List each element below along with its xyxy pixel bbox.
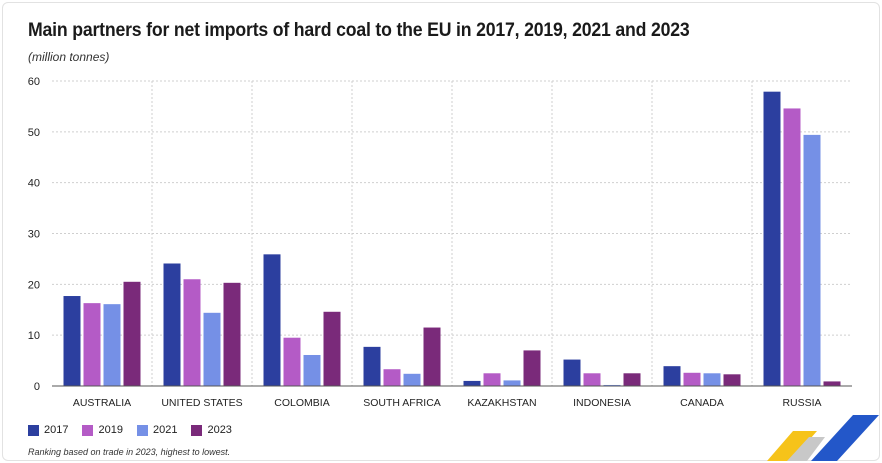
legend-label: 2023 [207,424,232,436]
eurostat-logo-icon [767,415,879,461]
legend-swatch [28,424,39,436]
chart-legend: 2017 2019 2021 2023 [28,424,232,436]
bar-2023-colombia [323,311,341,386]
bar-2017-australia [63,296,81,386]
bar-2021-indonesia [603,384,621,386]
x-tick-label: COLOMBIA [274,397,329,409]
legend-item-2019: 2019 [82,424,123,436]
bar-2019-canada [683,372,701,386]
bar-2017-canada [663,366,681,386]
bar-2021-canada [703,373,721,386]
bar-2023-russia [823,381,841,386]
bar-2021-colombia [303,354,321,386]
bar-2019-indonesia [583,373,601,386]
y-tick-label: 10 [28,330,40,342]
bar-2019-kazakhstan [483,373,501,386]
y-tick-label: 50 [28,127,40,139]
chart-subtitle: (million tonnes) [28,50,110,64]
bar-2023-canada [723,374,741,386]
bar-2021-australia [103,304,121,386]
bar-2023-australia [123,281,141,386]
x-tick-label: INDONESIA [573,397,631,409]
bar-2019-colombia [283,337,301,386]
x-tick-label: AUSTRALIA [73,397,131,409]
bar-2019-united-states [183,279,201,386]
x-tick-label: RUSSIA [782,397,821,409]
bar-2017-indonesia [563,359,581,386]
x-tick-label: KAZAKHSTAN [467,397,536,409]
bar-2023-indonesia [623,373,641,386]
bar-2023-south-africa [423,327,441,386]
legend-label: 2017 [44,424,69,436]
bar-2017-kazakhstan [463,380,481,386]
x-tick-label: CANADA [680,397,724,409]
legend-item-2017: 2017 [28,424,68,436]
bar-2017-russia [763,91,781,387]
x-tick-label: SOUTH AFRICA [363,397,441,409]
bar-2021-russia [803,134,821,386]
bar-2017-united-states [163,263,181,386]
bar-2019-australia [83,303,101,386]
bar-2017-colombia [263,254,281,386]
legend-item-2023: 2023 [191,424,232,436]
bar-2019-south-africa [383,369,401,386]
y-tick-label: 60 [28,76,40,88]
legend-label: 2021 [152,424,178,436]
legend-swatch [136,424,148,436]
y-tick-label: 30 [28,229,40,241]
bar-2017-south-africa [363,346,381,386]
chart-footnote: Ranking based on trade in 2023, highest … [28,447,231,457]
chart-title: Main partners for net imports of hard co… [28,20,690,41]
legend-item-2021: 2021 [136,424,178,436]
bar-2023-united-states [223,282,241,386]
legend-swatch [191,424,203,436]
y-tick-label: 40 [28,178,40,190]
bar-2023-kazakhstan [523,350,541,386]
legend-swatch [82,424,94,436]
bar-2021-kazakhstan [503,380,521,386]
bar-2021-south-africa [403,373,421,386]
legend-label: 2019 [98,424,123,436]
y-tick-label: 0 [34,381,40,393]
bar-2021-united-states [203,312,221,386]
bar-2019-russia [783,108,801,386]
x-tick-label: UNITED STATES [161,397,242,409]
y-tick-label: 20 [28,279,40,291]
